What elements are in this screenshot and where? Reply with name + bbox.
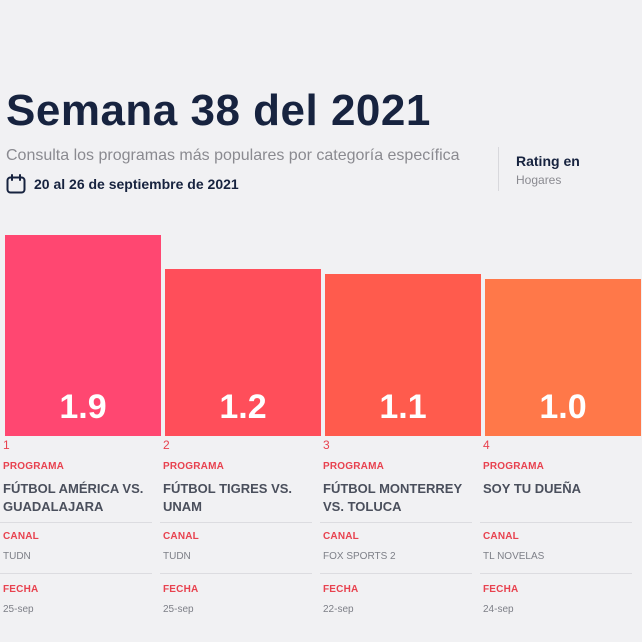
rating-bar-chart: 1.9 1.2 1.1 1.0 xyxy=(0,200,642,436)
rank-number: 1 xyxy=(3,438,10,452)
date-value: 25-sep xyxy=(3,604,34,615)
divider xyxy=(160,522,312,523)
date-label: FECHA xyxy=(483,584,519,595)
program-label: PROGRAMA xyxy=(483,461,545,472)
bar-value-label-2: 1.2 xyxy=(219,388,266,426)
date-value: 24-sep xyxy=(483,604,514,615)
bar-value-label-3: 1.1 xyxy=(379,388,426,426)
channel-label: CANAL xyxy=(323,531,359,542)
channel-value: FOX SPORTS 2 xyxy=(323,551,396,562)
date-label: FECHA xyxy=(323,584,359,595)
bar-3 xyxy=(325,274,481,436)
date-value: 25-sep xyxy=(163,604,194,615)
program-label: PROGRAMA xyxy=(163,461,225,472)
divider xyxy=(480,573,632,574)
date-label: FECHA xyxy=(3,584,39,595)
channel-value: TUDN xyxy=(163,551,191,562)
bar-2 xyxy=(165,269,321,436)
program-label: PROGRAMA xyxy=(3,461,65,472)
divider xyxy=(320,522,472,523)
bar-4 xyxy=(485,279,641,436)
header-divider xyxy=(498,147,499,191)
divider xyxy=(320,573,472,574)
rating-title: Rating en xyxy=(516,153,580,169)
channel-label: CANAL xyxy=(163,531,199,542)
page-title: Semana 38 del 2021 xyxy=(6,86,431,135)
page-subtitle: Consulta los programas más populares por… xyxy=(6,147,460,164)
date-range: 20 al 26 de septiembre de 2021 xyxy=(6,174,239,194)
bar-value-label-1: 1.9 xyxy=(59,388,106,426)
channel-value: TL NOVELAS xyxy=(483,551,545,562)
bar-1 xyxy=(5,235,161,436)
program-name: FÚTBOL TIGRES VS. UNAM xyxy=(163,481,293,514)
rank-number: 4 xyxy=(483,438,490,452)
channel-value: TUDN xyxy=(3,551,31,562)
channel-label: CANAL xyxy=(483,531,519,542)
date-range-text: 20 al 26 de septiembre de 2021 xyxy=(34,176,239,192)
program-name: FÚTBOL MONTERREY VS. TOLUCA xyxy=(323,481,462,514)
program-name: FÚTBOL AMÉRICA VS. GUADALAJARA xyxy=(3,481,144,514)
divider xyxy=(0,522,152,523)
rating-subtitle: Hogares xyxy=(516,173,562,187)
program-label: PROGRAMA xyxy=(323,461,385,472)
rank-number: 2 xyxy=(163,438,170,452)
date-label: FECHA xyxy=(163,584,199,595)
channel-label: CANAL xyxy=(3,531,39,542)
program-name: SOY TU DUEÑA xyxy=(483,481,581,496)
divider xyxy=(160,573,312,574)
bar-value-label-4: 1.0 xyxy=(539,388,586,426)
chart-svg: 1.9 1.2 1.1 1.0 xyxy=(5,235,641,436)
calendar-icon xyxy=(6,174,26,194)
rank-number: 3 xyxy=(323,438,330,452)
divider xyxy=(480,522,632,523)
date-value: 22-sep xyxy=(323,604,354,615)
divider xyxy=(0,573,152,574)
